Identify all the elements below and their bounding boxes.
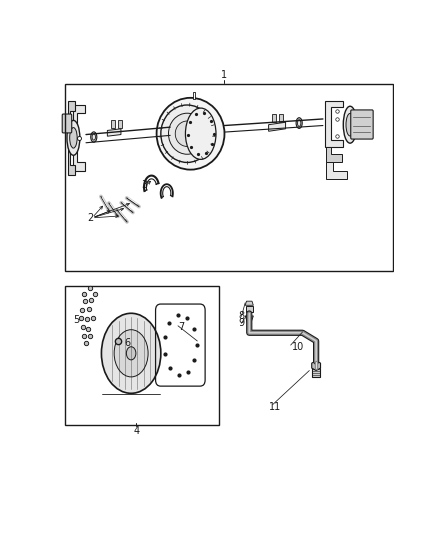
Text: 4: 4 (133, 426, 139, 437)
Text: 8: 8 (238, 311, 244, 321)
Bar (279, 115, 283, 122)
Polygon shape (245, 316, 253, 322)
Ellipse shape (91, 132, 97, 142)
Polygon shape (268, 122, 286, 131)
Ellipse shape (70, 127, 77, 148)
Ellipse shape (297, 120, 301, 126)
Ellipse shape (161, 105, 213, 163)
Ellipse shape (346, 114, 354, 136)
Text: 2: 2 (87, 213, 93, 223)
Text: 3: 3 (141, 180, 148, 190)
Bar (312, 368, 320, 377)
Ellipse shape (67, 120, 80, 155)
Polygon shape (326, 163, 346, 179)
FancyBboxPatch shape (351, 110, 373, 139)
Polygon shape (245, 301, 253, 305)
Bar (117, 120, 122, 128)
Polygon shape (326, 147, 342, 163)
Ellipse shape (92, 134, 95, 140)
Ellipse shape (169, 113, 206, 154)
Ellipse shape (127, 347, 136, 360)
Text: 11: 11 (268, 402, 281, 411)
Bar (272, 115, 276, 122)
Text: 6: 6 (124, 338, 131, 348)
Text: 7: 7 (179, 321, 185, 332)
Polygon shape (74, 105, 85, 171)
Bar (65, 286, 219, 425)
FancyBboxPatch shape (62, 114, 72, 133)
Ellipse shape (296, 118, 302, 128)
Ellipse shape (102, 313, 161, 393)
Ellipse shape (185, 108, 216, 159)
Polygon shape (68, 101, 75, 175)
Bar (65, 84, 392, 271)
Ellipse shape (175, 121, 199, 147)
Text: 10: 10 (293, 342, 304, 352)
Text: 9: 9 (238, 318, 244, 328)
Ellipse shape (157, 98, 224, 169)
Ellipse shape (114, 330, 148, 377)
Bar (246, 306, 253, 312)
Polygon shape (107, 129, 121, 136)
Text: 5: 5 (74, 316, 80, 326)
Ellipse shape (343, 106, 357, 143)
Polygon shape (312, 361, 321, 370)
Polygon shape (325, 101, 343, 147)
Bar (111, 120, 115, 128)
Text: 1: 1 (222, 70, 227, 80)
